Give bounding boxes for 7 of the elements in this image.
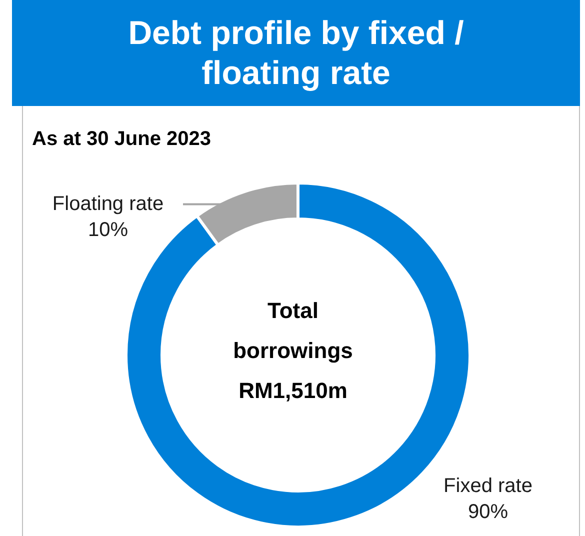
data-label: 10% <box>88 219 128 242</box>
text: Total borrowings RM1,510m <box>233 298 353 403</box>
slice-label: Floating rate <box>52 193 164 216</box>
data-label: 90% <box>468 500 508 523</box>
chart-subtitle: As at 30 June 2023 <box>32 128 211 151</box>
slice-label: Fixed rate <box>444 474 532 497</box>
chart-title: Debt profile by fixed / floating rate <box>12 0 580 106</box>
